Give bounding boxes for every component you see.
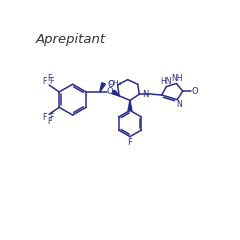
Text: F: F [49,78,54,86]
Text: F: F [42,113,47,122]
Text: F: F [47,74,51,83]
Text: Aprepitant: Aprepitant [36,33,106,46]
Text: F: F [47,117,51,126]
Text: O: O [192,87,198,96]
Text: NH: NH [172,74,183,83]
Text: CH₃: CH₃ [109,80,122,86]
Text: O: O [107,87,113,96]
Text: F: F [127,138,132,147]
Polygon shape [113,90,119,96]
Text: F: F [42,78,47,86]
Text: O: O [107,80,114,89]
Text: HN: HN [160,77,171,86]
Text: N: N [176,100,182,109]
Polygon shape [128,100,132,110]
Polygon shape [100,83,105,92]
Polygon shape [112,90,119,96]
Text: F: F [49,113,54,122]
Text: N: N [142,90,149,99]
